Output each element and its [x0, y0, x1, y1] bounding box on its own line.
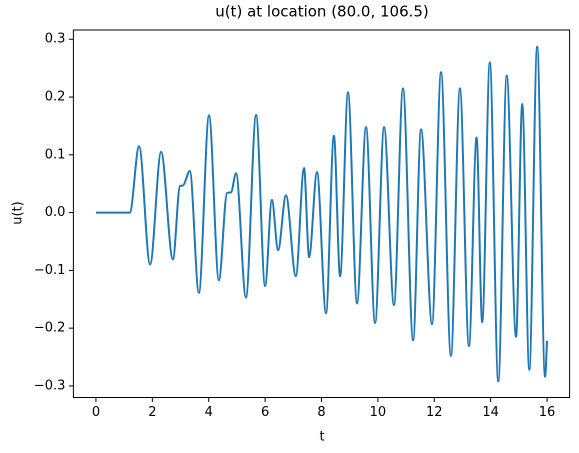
y-axis-label: u(t)	[11, 201, 26, 224]
x-tick-label: 10	[370, 405, 387, 420]
x-tick-label: 6	[261, 405, 269, 420]
x-tick-label: 12	[426, 405, 443, 420]
y-tick-label: 0.3	[45, 32, 66, 47]
x-tick-label: 4	[205, 405, 213, 420]
y-tick-label: 0.1	[45, 147, 66, 162]
y-tick-label: 0.2	[45, 90, 66, 105]
y-tick-label: −0.2	[34, 321, 66, 336]
y-tick-label: −0.3	[34, 378, 66, 393]
x-tick-label: 0	[92, 405, 100, 420]
y-tick-label: 0.0	[45, 205, 66, 220]
axes-frame	[72, 29, 571, 398]
x-axis-label: t	[319, 430, 324, 445]
data-line	[95, 45, 549, 383]
y-tick-label: −0.1	[34, 263, 66, 278]
x-tick-label: 8	[317, 405, 325, 420]
x-tick-label: 2	[148, 405, 156, 420]
x-tick-label: 16	[539, 405, 556, 420]
x-tick-label: 14	[482, 405, 499, 420]
chart-title: u(t) at location (80.0, 106.5)	[215, 3, 429, 21]
